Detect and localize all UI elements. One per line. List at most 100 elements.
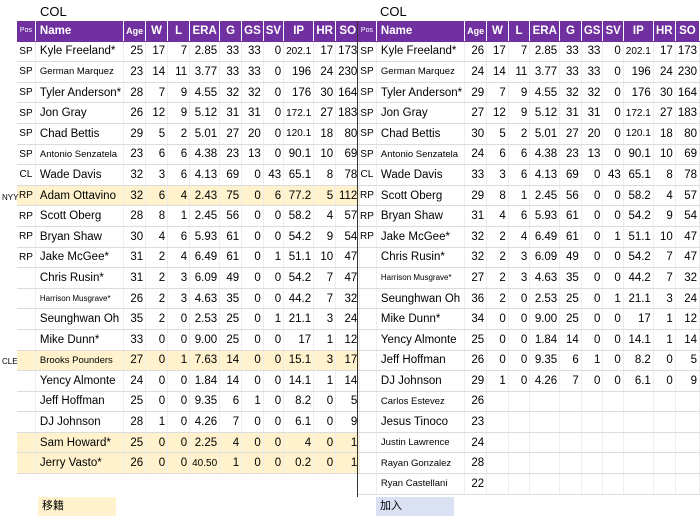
cell-sv: 0 [602, 350, 624, 372]
cell-w: 6 [145, 185, 169, 207]
cell-name: Jon Gray [376, 102, 466, 124]
cell-pos: RP [358, 185, 377, 207]
cell-age: 24 [464, 144, 488, 166]
table-row: Jeff Hoffman 25 0 0 9.35 6 1 0 8.2 0 5 [17, 391, 361, 413]
cell-pos: RP [358, 226, 377, 248]
table-row: Justin Lawrence 24 [358, 432, 700, 454]
cell-ip: 120.1 [283, 123, 315, 145]
cell-age: 30 [123, 226, 147, 248]
cell-sv: 0 [263, 329, 285, 351]
cell-age: 27 [464, 267, 488, 289]
cell-sv: 0 [263, 102, 285, 124]
cell-g: 61 [559, 205, 582, 227]
cell-gs: 0 [241, 226, 264, 248]
table-row: SP Tyler Anderson* 29 7 9 4.55 32 32 0 176 30 164 [358, 82, 700, 104]
cell-pos: CL [358, 164, 377, 186]
cell-w: 0 [486, 350, 509, 372]
cell-pos [358, 350, 377, 372]
cell-pos: SP [17, 144, 36, 166]
cell-ip: 51.1 [623, 226, 654, 248]
cell-ip: 0.2 [283, 452, 315, 475]
cell-sv: 0 [602, 329, 624, 351]
cell-era: 9.00 [529, 308, 561, 330]
cell-age: 26 [123, 452, 147, 475]
cell-l: 3 [508, 267, 531, 289]
cell-so: 47 [335, 267, 361, 289]
cell-era: 1.84 [529, 329, 561, 351]
cell-pos: SP [358, 144, 377, 166]
cell-gs: 0 [581, 226, 604, 248]
cell-l: 3 [167, 267, 191, 289]
cell-name: Yency Almonte [376, 329, 466, 351]
cell-pos [17, 370, 36, 392]
cell-hr: 30 [653, 82, 676, 104]
cell-sv [602, 432, 624, 454]
cell-name: Rayan Gonzalez [376, 452, 466, 475]
cell-hr: 18 [653, 123, 676, 145]
cell-so: 78 [335, 164, 361, 186]
cell-gs: 0 [581, 205, 604, 227]
cell-ip: 4 [283, 432, 315, 454]
cell-name: Jesus Tinoco [376, 411, 466, 433]
table-row: RP Scott Oberg 29 8 1 2.45 56 0 0 58.2 4 57 [358, 185, 700, 207]
cell-l: 0 [508, 329, 531, 351]
table-row: SP German Marquez 23 14 11 3.77 33 33 0 196 24 230 [17, 61, 361, 83]
cell-w: 12 [486, 102, 509, 124]
cell-g: 14 [219, 350, 243, 372]
cell-g: 27 [559, 123, 582, 145]
cell-name: Yency Almonte [35, 370, 125, 392]
right-roster-table: Pos Name Age W L ERA G GS SV IP HR SO SP Kyle Freelan… [358, 21, 700, 495]
cell-pos: SP [17, 41, 36, 63]
cell-g: 49 [559, 246, 582, 269]
cell-age: 29 [123, 123, 147, 145]
cell-l: 0 [167, 432, 191, 454]
cell-name: Scott Oberg [35, 205, 125, 227]
cell-era [529, 473, 561, 495]
table-row: CL Wade Davis 32 3 6 4.13 69 0 43 65.1 8 78 [17, 164, 361, 186]
cell-era: 2.45 [189, 205, 221, 227]
cell-l: 1 [167, 205, 191, 227]
cell-age: 24 [464, 432, 488, 454]
cell-sv: 1 [263, 247, 285, 269]
cell-ip [623, 473, 654, 495]
cell-pos [358, 473, 377, 495]
cell-g: 31 [219, 102, 243, 124]
col-header-l: L [167, 21, 191, 42]
cell-sv: 0 [263, 205, 285, 227]
cell-age: 31 [123, 247, 147, 269]
cell-gs [581, 391, 604, 413]
cell-age: 25 [123, 391, 147, 413]
cell-hr: 0 [313, 411, 337, 433]
cell-pos: RP [17, 247, 36, 269]
col-header-sv: SV [602, 21, 624, 42]
cell-era: 6.09 [529, 246, 561, 269]
cell-age: 31 [464, 205, 488, 227]
cell-sv [602, 411, 624, 433]
cell-hr: 5 [313, 185, 337, 207]
cell-w: 8 [486, 185, 509, 207]
cell-w: 1 [486, 370, 509, 392]
cell-name: German Marquez [376, 61, 466, 83]
cell-w: 17 [486, 41, 509, 63]
cell-ip: 77.2 [283, 185, 315, 207]
cell-pos [17, 391, 36, 413]
cell-g: 35 [559, 267, 582, 289]
cell-hr: 0 [653, 350, 676, 372]
cell-g: 33 [559, 61, 582, 83]
cell-gs [581, 473, 604, 495]
table-row: Yency Almonte 24 0 0 1.84 14 0 0 14.1 1 14 [17, 370, 361, 392]
cell-age: 32 [123, 185, 147, 207]
cell-g: 7 [559, 370, 582, 392]
cell-l: 6 [167, 144, 191, 166]
cell-so: 1 [335, 432, 361, 454]
cell-hr: 3 [313, 308, 337, 330]
cell-ip: 65.1 [283, 164, 315, 186]
table-row: Ryan Castellani 22 [358, 473, 700, 495]
cell-name: Scott Oberg [376, 185, 466, 207]
cell-gs: 0 [241, 411, 264, 433]
cell-ip: 54.2 [623, 246, 654, 269]
cell-era: 9.35 [529, 350, 561, 372]
cell-so: 5 [675, 350, 700, 372]
cell-w: 14 [486, 61, 509, 83]
cell-sv: 0 [602, 370, 624, 392]
